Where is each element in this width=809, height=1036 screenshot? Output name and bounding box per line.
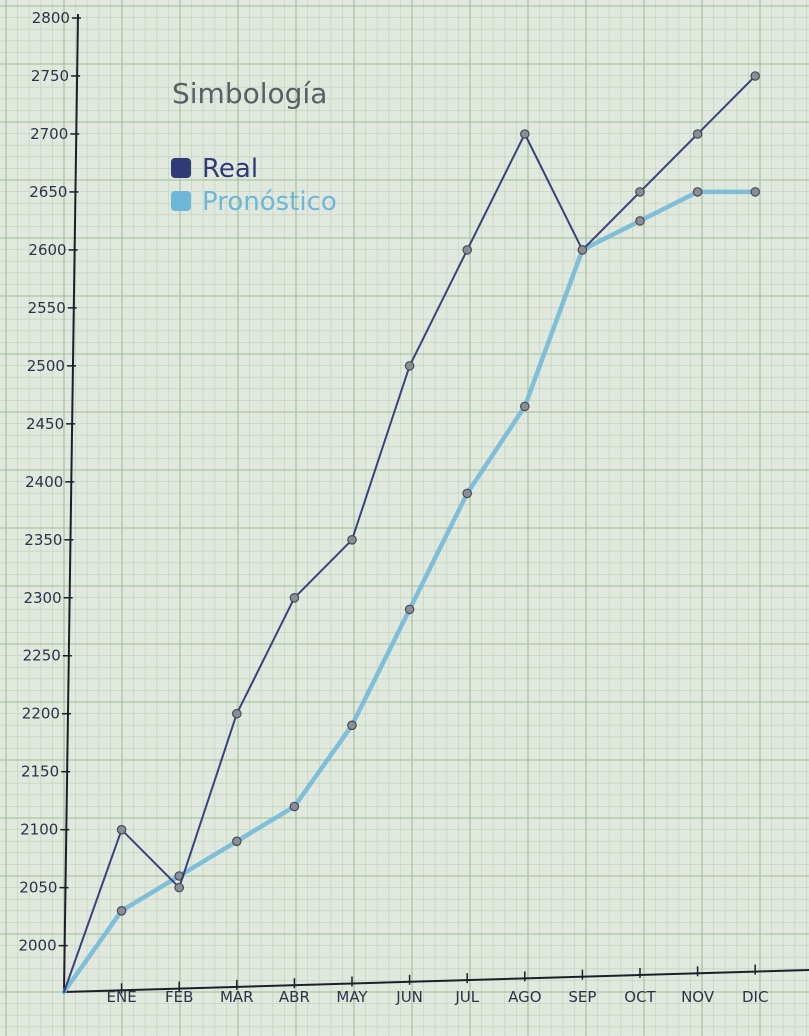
data-point <box>692 129 703 139</box>
x-tick-label: ENE <box>107 988 137 1006</box>
y-tick-label: 2000 <box>18 937 56 955</box>
x-tick-label: MAY <box>336 988 368 1006</box>
data-point <box>232 836 242 847</box>
y-tick-label: 2300 <box>23 589 61 607</box>
y-tick-label: 2650 <box>29 183 67 201</box>
data-point <box>174 882 184 893</box>
data-point <box>692 187 703 197</box>
data-point <box>462 488 472 499</box>
x-tick-label: OCT <box>624 988 656 1006</box>
data-point <box>519 129 530 139</box>
data-point <box>519 401 530 412</box>
data-point <box>635 187 645 197</box>
x-tick-label: DIC <box>742 988 768 1006</box>
y-tick-label: 2700 <box>30 125 68 143</box>
legend-label-pronostico: Pronóstico <box>202 187 337 217</box>
data-point <box>404 361 415 371</box>
x-tick-label: NOV <box>681 988 715 1006</box>
data-point <box>404 604 415 615</box>
y-tick-label: 2200 <box>22 705 60 723</box>
data-point <box>289 801 300 812</box>
x-axis-ticks: ENE FEB MAR ABR MAY JUN JUL AGO SEP OCT NOV DIC <box>107 964 768 1006</box>
legend-title: Simbología <box>172 77 327 110</box>
x-tick-label: AGO <box>508 988 541 1006</box>
x-tick-label: MAR <box>220 988 254 1006</box>
data-point <box>116 905 127 916</box>
y-tick-label: 2800 <box>32 9 70 27</box>
x-tick-label: FEB <box>165 988 193 1006</box>
data-point <box>347 534 357 545</box>
data-point <box>635 216 645 226</box>
data-point <box>116 824 127 835</box>
data-point <box>750 187 760 197</box>
legend-swatch-pronostico <box>171 191 191 211</box>
data-point <box>289 592 300 603</box>
y-tick-label: 2050 <box>19 879 57 897</box>
x-tick-label: JUN <box>395 988 423 1006</box>
data-point <box>750 71 760 81</box>
y-tick-label: 2400 <box>25 473 63 491</box>
series-layer <box>61 71 760 995</box>
data-point <box>232 708 242 719</box>
y-tick-label: 2100 <box>20 821 58 839</box>
y-tick-label: 2750 <box>31 67 69 85</box>
y-tick-label: 2600 <box>28 241 66 259</box>
legend: Simbología Real Pronóstico <box>171 77 337 217</box>
data-point <box>462 245 472 255</box>
y-axis-ticks: 2000 2050 2100 2150 2200 2250 2300 2350 2400 2450… <box>18 9 81 955</box>
series-real <box>63 71 760 993</box>
y-tick-label: 2500 <box>27 357 65 375</box>
legend-label-real: Real <box>202 154 258 184</box>
x-tick-label: SEP <box>568 988 596 1006</box>
data-point <box>577 245 588 255</box>
y-tick-label: 2350 <box>24 531 62 549</box>
y-tick-label: 2450 <box>26 415 64 433</box>
legend-swatch-real <box>171 158 191 178</box>
x-tick-label: JUL <box>454 988 479 1006</box>
y-tick-label: 2250 <box>23 647 61 665</box>
data-point <box>347 720 357 731</box>
series-line <box>61 189 758 995</box>
x-tick-label: ABR <box>279 988 310 1006</box>
x-axis-line <box>63 969 809 993</box>
y-tick-label: 2550 <box>28 299 66 317</box>
y-tick-label: 2150 <box>21 763 59 781</box>
